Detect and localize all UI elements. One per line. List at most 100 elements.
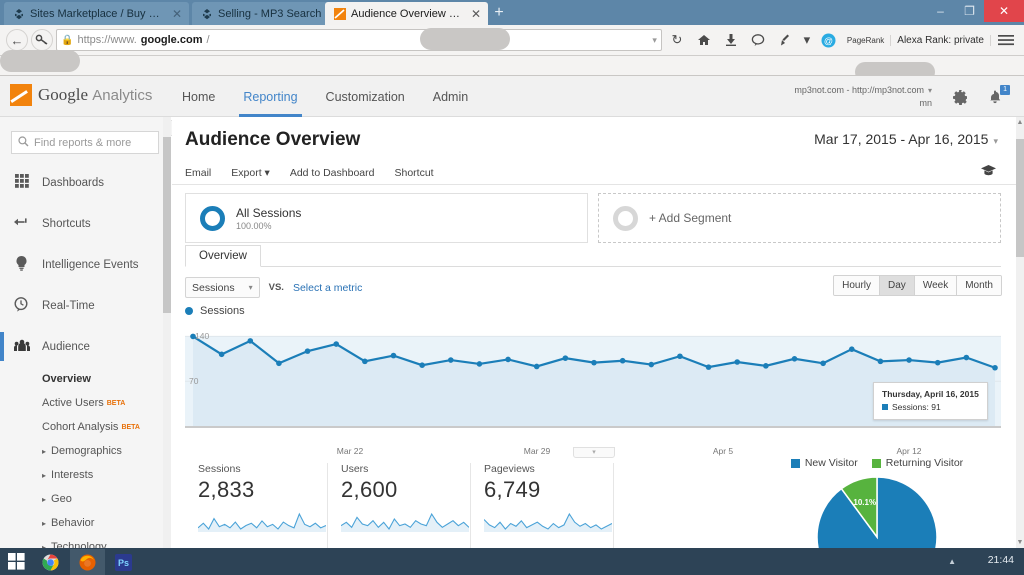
stat-label: Sessions (198, 463, 241, 475)
shortcut-button[interactable]: Shortcut (394, 166, 434, 179)
segment-percent: 100.00% (236, 220, 272, 231)
browser-tab[interactable]: Sites Marketplace / Buy Sit... ✕ (4, 2, 189, 25)
address-bar[interactable]: 🔒 https://www. google.com / ▾ (56, 29, 662, 51)
broom-icon[interactable] (773, 29, 797, 51)
sidebar-item-intelligence-events[interactable]: Intelligence Events (0, 244, 170, 285)
x-axis-tick: Mar 29 (523, 446, 551, 456)
hamburger-icon[interactable] (994, 29, 1018, 51)
sidebar-item-shortcuts[interactable]: Shortcuts (0, 203, 170, 244)
url-path: / (206, 34, 210, 46)
pie-legend-new-visitor[interactable]: New Visitor (790, 457, 858, 469)
tab-overview[interactable]: Overview (185, 245, 261, 267)
back-icon[interactable]: ← (6, 29, 28, 51)
firefox-icon[interactable] (70, 549, 105, 575)
taskbar-clock[interactable]: 21:44 (987, 554, 1014, 566)
sidebar-item-audience[interactable]: Audience (0, 326, 170, 367)
key-icon[interactable] (31, 29, 53, 51)
pie-legend-returning-visitor[interactable]: Returning Visitor (871, 457, 963, 469)
add-segment-label: + Add Segment (649, 211, 732, 225)
sidebar-subitem-overview[interactable]: Overview (0, 367, 170, 391)
sidebar-subitem-cohort-analysis[interactable]: Cohort Analysis BETA (0, 415, 170, 439)
granularity-hourly[interactable]: Hourly (834, 276, 881, 295)
scroll-down-icon[interactable]: ▼ (1016, 539, 1024, 546)
granularity-week[interactable]: Week (914, 276, 958, 295)
close-window-button[interactable]: ✕ (984, 0, 1024, 22)
browser-tab-active[interactable]: Audience Overview - Goog... ✕ (325, 2, 488, 25)
search-input[interactable]: Find reports & more (11, 131, 159, 154)
chat-icon[interactable] (746, 29, 770, 51)
chrome-icon[interactable] (33, 549, 68, 575)
main-scrollbar[interactable]: ▲ ▼ (1016, 117, 1024, 548)
sidebar-subitem-demographics[interactable]: ▸ Demographics (0, 439, 170, 463)
windows-icon[interactable] (8, 553, 25, 570)
account-name: mp3not.com - http://mp3not.com (794, 85, 924, 95)
bell-icon[interactable]: 1 (986, 85, 1010, 106)
minimize-button[interactable]: – (937, 4, 944, 18)
sidebar-subitem-technology[interactable]: ▸ Technology (0, 535, 170, 548)
new-vs-returning-pie[interactable]: New Visitor Returning Visitor 10.1% (752, 457, 1002, 548)
metric-selector[interactable]: Sessions ▾ (185, 277, 260, 298)
new-tab-button[interactable]: + (494, 4, 504, 21)
nav-admin[interactable]: Admin (432, 89, 469, 104)
date-range-label: Mar 17, 2015 - Apr 16, 2015 (814, 131, 989, 147)
chevron-down-icon[interactable]: ▾ (652, 34, 657, 45)
stat-value: 2,600 (341, 477, 398, 502)
home-icon[interactable] (692, 29, 716, 51)
email-button[interactable]: Email (185, 166, 212, 179)
stat-card-pageviews[interactable]: Pageviews 6,749 (471, 463, 614, 548)
add-segment-button[interactable]: + Add Segment (598, 193, 1001, 243)
bookmark-icon (201, 8, 213, 20)
nav-customization[interactable]: Customization (325, 89, 405, 104)
legend-swatch-icon (790, 458, 800, 468)
add-to-dashboard-button[interactable]: Add to Dashboard (289, 166, 375, 179)
chevron-right-icon: ▸ (42, 470, 47, 480)
reload-icon[interactable]: ↻ (671, 32, 683, 47)
tooltip-value: 91 (931, 402, 941, 412)
download-icon[interactable] (719, 29, 743, 51)
sidebar-scrollbar[interactable] (163, 117, 171, 548)
scroll-up-icon[interactable]: ▲ (1016, 119, 1024, 126)
nav-reporting[interactable]: Reporting (239, 76, 302, 117)
account-subname: mn (919, 98, 932, 108)
sidebar-subitem-interests[interactable]: ▸ Interests (0, 463, 170, 487)
account-selector[interactable]: mp3not.com - http://mp3not.com ▾ mn (782, 84, 932, 109)
chevron-down-icon[interactable]: ▾ (803, 32, 811, 47)
sidebar-subitem-label: Demographics (51, 445, 122, 457)
stat-card-users[interactable]: Users 2,600 (328, 463, 471, 548)
sidebar-subitem-behavior[interactable]: ▸ Behavior (0, 511, 170, 535)
maximize-button[interactable]: ❐ (964, 4, 975, 18)
select-metric-link[interactable]: Select a metric (292, 281, 363, 294)
scrollbar-thumb[interactable] (1016, 139, 1024, 257)
sidebar-item-dashboards[interactable]: Dashboards (0, 162, 170, 203)
redaction-blob (0, 50, 80, 72)
sidebar-subitem-active-users[interactable]: Active Users BETA (0, 391, 170, 415)
export-button[interactable]: Export ▾ (231, 166, 270, 179)
chevron-up-icon[interactable]: ▲ (948, 557, 956, 566)
alexa-rank-label[interactable]: Alexa Rank: private (890, 34, 991, 46)
granularity-day[interactable]: Day (880, 276, 915, 295)
photoshop-icon[interactable]: Ps (106, 549, 141, 575)
sidebar-subitem-geo[interactable]: ▸ Geo (0, 487, 170, 511)
granularity-month[interactable]: Month (957, 276, 1001, 295)
chart-resize-handle[interactable]: ▾ (573, 447, 615, 458)
date-range-selector[interactable]: Mar 17, 2015 - Apr 16, 2015 ▾ (814, 131, 998, 147)
x-axis-tick: Apr 5 (712, 446, 734, 456)
google-analytics-logo[interactable]: Google Analytics (10, 84, 152, 106)
scrollbar-thumb[interactable] (163, 137, 171, 313)
gear-icon[interactable] (951, 88, 969, 106)
legend-label: Sessions (200, 305, 245, 317)
sidebar-item-real-time[interactable]: Real-Time (0, 285, 170, 326)
nav-home[interactable]: Home (182, 89, 216, 104)
close-icon[interactable]: ✕ (171, 6, 182, 21)
stat-label: Users (341, 463, 369, 475)
page-title: Audience Overview (185, 129, 361, 150)
close-icon[interactable]: ✕ (470, 6, 481, 21)
search-placeholder: Find reports & more (34, 136, 132, 149)
sessions-line-chart[interactable]: 140 70 Mar 22 Mar 29 Apr 5 Apr 12 Thursd… (185, 322, 1001, 456)
stat-label: Pageviews (484, 463, 535, 475)
at-icon[interactable]: @ (817, 29, 841, 51)
segment-all-sessions[interactable]: All Sessions 100.00% (185, 193, 588, 243)
graduation-cap-icon[interactable] (981, 165, 996, 180)
stat-card-sessions[interactable]: Sessions 2,833 (185, 463, 328, 548)
pagerank-label[interactable]: PageRank (846, 35, 885, 45)
